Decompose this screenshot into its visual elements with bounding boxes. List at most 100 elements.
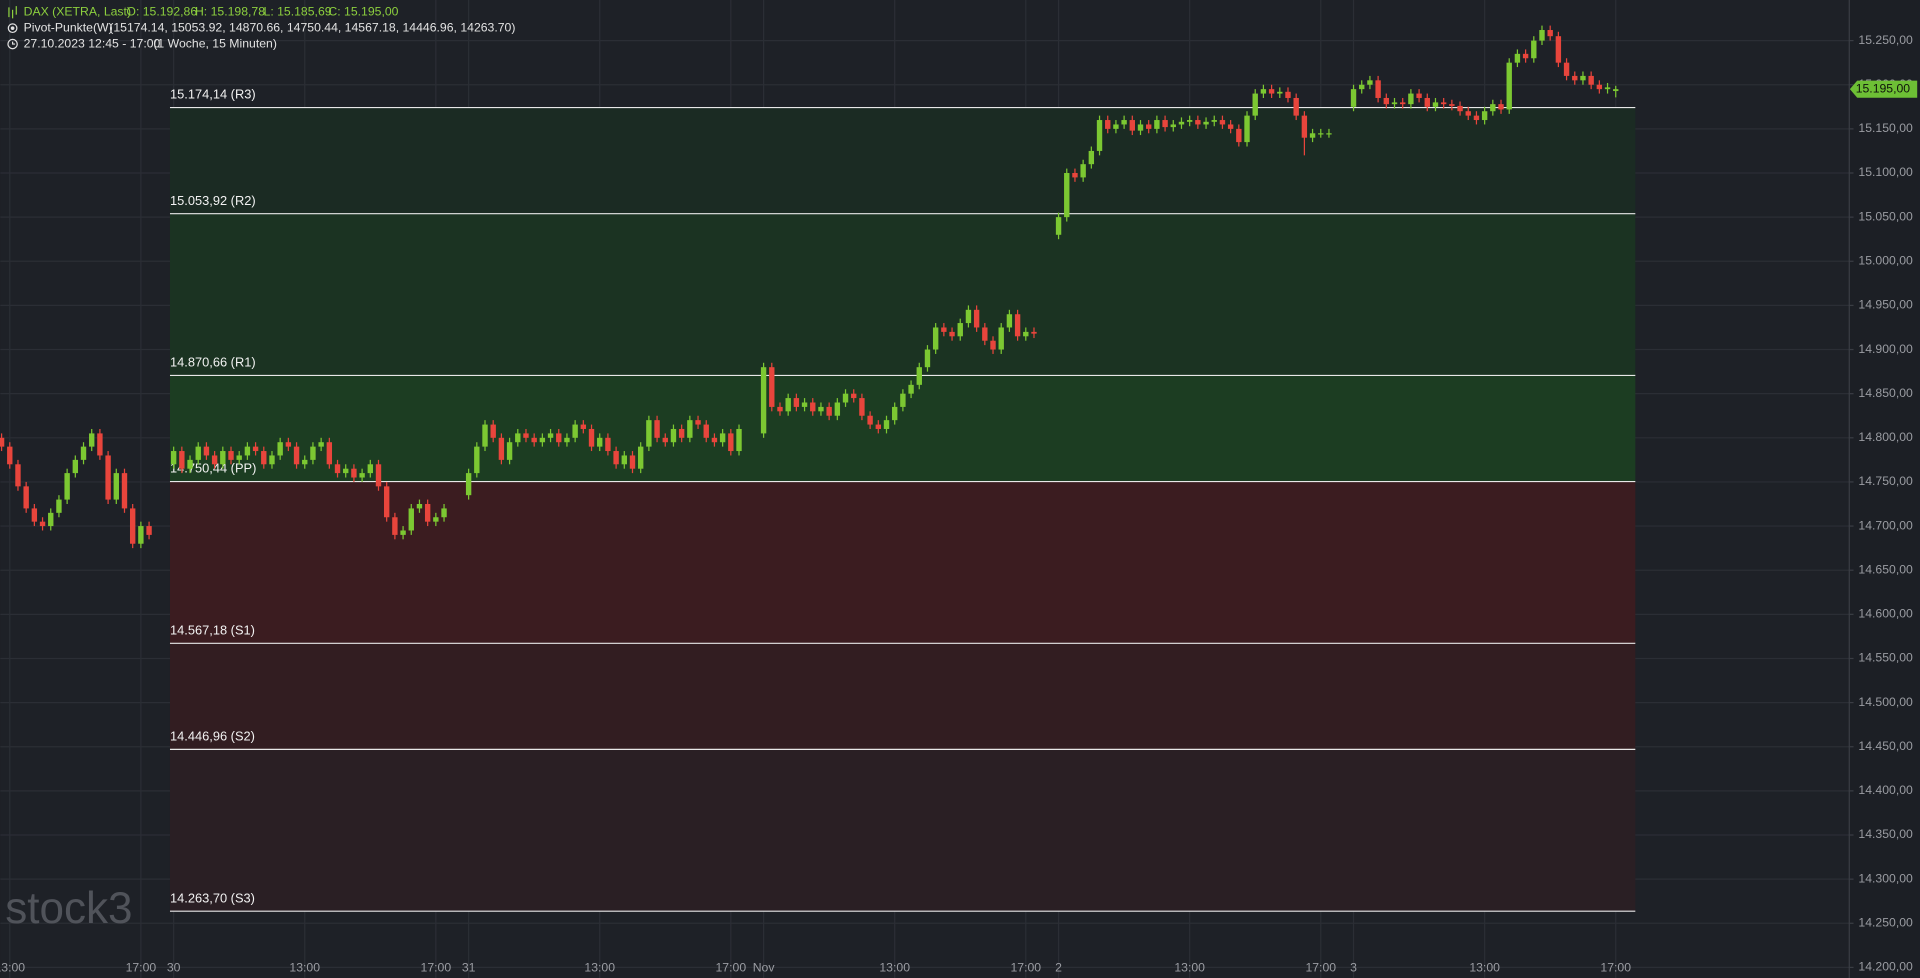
candle-body — [1465, 111, 1471, 116]
candle-body — [490, 424, 496, 438]
header: DAX (XETRA, Last) O: 15.192,86 H: 15.198… — [7, 4, 515, 50]
symbol: DAX (XETRA, Last) — [24, 4, 131, 18]
candle-body — [777, 406, 783, 412]
candle-body — [1113, 124, 1119, 129]
candle-body — [1350, 89, 1357, 107]
candle-body — [375, 464, 382, 487]
candle-body — [932, 327, 939, 350]
candle-body — [1391, 102, 1398, 105]
candle-body — [531, 437, 537, 443]
candle-body — [1293, 97, 1299, 116]
y-tick-label: 15.150,00 — [1858, 121, 1913, 135]
candle-body — [97, 433, 103, 456]
candle-body — [23, 486, 29, 509]
clock-icon — [7, 38, 18, 50]
candle-body — [285, 442, 292, 447]
candle-body — [949, 331, 955, 337]
y-tick-label: 14.900,00 — [1858, 342, 1913, 356]
candle-body — [1006, 314, 1013, 328]
candle-body — [343, 468, 349, 474]
pivot-zone — [169, 749, 1636, 912]
indicator-icon — [7, 23, 18, 34]
candle-body — [15, 464, 21, 487]
candle-body — [318, 442, 324, 447]
candle-body — [48, 512, 54, 527]
candle-body — [654, 420, 660, 438]
x-tick-label: 2 — [1055, 960, 1062, 974]
candle-body — [1481, 111, 1488, 121]
candle-body — [547, 433, 554, 438]
candle-body — [39, 521, 46, 527]
candle-body — [842, 393, 849, 403]
candle-body — [1588, 75, 1594, 85]
candle-body — [637, 446, 644, 469]
candle-body — [1326, 133, 1332, 135]
candle-body — [1080, 164, 1086, 178]
candle-body — [416, 504, 423, 509]
candle-body — [588, 428, 595, 447]
candle-body — [613, 451, 619, 465]
y-tick-label: 15.250,00 — [1858, 33, 1913, 47]
candle-body — [1457, 105, 1463, 112]
candle-body — [1408, 93, 1414, 105]
candle-body — [1555, 36, 1562, 63]
candle-body — [1473, 115, 1480, 121]
candle-body — [310, 446, 316, 460]
candle-body — [1178, 121, 1185, 125]
x-tick-label: 30 — [167, 960, 181, 974]
watermark: stock3 — [5, 884, 132, 933]
candle-body — [1064, 173, 1070, 218]
candle-body — [1383, 97, 1390, 105]
ohlc-high: H: 15.198,78 — [195, 4, 265, 18]
y-tick-label: 14.700,00 — [1858, 518, 1913, 532]
y-tick-label: 14.300,00 — [1858, 871, 1913, 885]
candle-body — [1252, 93, 1258, 116]
candle-body — [1186, 120, 1193, 122]
candle-body — [1400, 102, 1406, 105]
candle-body — [56, 499, 62, 513]
candle-body — [441, 508, 447, 518]
candle-body — [359, 473, 365, 478]
candle-body — [293, 446, 300, 465]
candle-body — [1088, 150, 1095, 165]
x-tick-label: 13:00 — [1174, 960, 1205, 974]
candle-body — [1440, 102, 1447, 105]
interval: (1 Woche, 15 Minuten) — [153, 36, 277, 50]
candle-body — [564, 437, 570, 443]
candle-body — [867, 415, 873, 425]
axes: 15.250,0015.200,0015.150,0015.100,0015.0… — [0, 33, 1918, 974]
ohlc-low: L: 15.185,69 — [264, 4, 332, 18]
candle-body — [326, 442, 333, 465]
x-tick-label: 13:00 — [879, 960, 910, 974]
candle-body — [187, 459, 193, 469]
candle-body — [1580, 75, 1586, 81]
x-tick-label: 13:00 — [289, 960, 320, 974]
last-price-tag — [1849, 80, 1918, 98]
candle-body — [941, 327, 947, 332]
candle-body — [1522, 53, 1529, 59]
candle-body — [1170, 124, 1176, 128]
candle-body — [892, 406, 898, 421]
candle-body — [1449, 104, 1455, 106]
y-tick-label: 15.050,00 — [1858, 209, 1913, 223]
candle-body — [572, 424, 578, 438]
candle-body — [597, 437, 603, 447]
candle-body — [89, 433, 95, 447]
candle-body — [1146, 124, 1152, 129]
candle-body — [605, 437, 611, 452]
pivot-label: 15.053,92 (R2) — [170, 193, 256, 208]
candle-body — [998, 327, 1004, 350]
candle-body — [957, 323, 963, 337]
candle-body — [908, 384, 914, 394]
y-tick-label: 14.200,00 — [1858, 960, 1913, 974]
candle-body — [924, 349, 931, 368]
y-tick-label: 14.500,00 — [1858, 695, 1913, 709]
candle-body — [1424, 97, 1430, 107]
candle-body — [851, 393, 857, 399]
candle-body — [261, 451, 267, 465]
candle-body — [113, 473, 119, 500]
candle-body — [203, 446, 210, 456]
y-tick-label: 14.750,00 — [1858, 474, 1913, 488]
candle-body — [1563, 62, 1570, 76]
